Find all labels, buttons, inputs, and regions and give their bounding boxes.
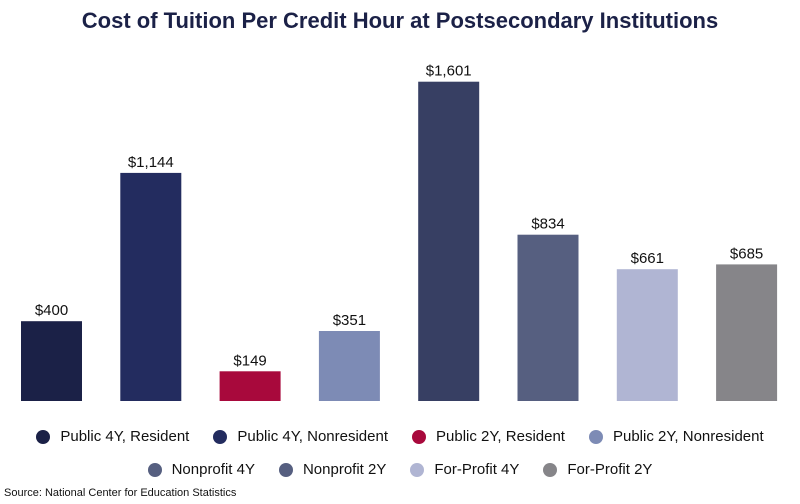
bar [616, 269, 678, 401]
bar [318, 331, 380, 401]
legend-swatch-icon [36, 429, 51, 444]
legend-item: Public 4Y, Nonresident [213, 428, 388, 445]
legend-label: Nonprofit 4Y [171, 461, 255, 478]
legend-swatch-icon [147, 462, 162, 477]
bar [517, 234, 579, 401]
source-note: Source: National Center for Education St… [4, 487, 237, 499]
legend-label: Public 2Y, Nonresident [612, 428, 764, 445]
bar-value-label: $661 [631, 250, 664, 267]
bar-value-label: $149 [233, 352, 266, 369]
legend-swatch-icon [412, 429, 426, 444]
legend-row: Public 4Y, Resident Public 4Y, Nonreside… [0, 428, 800, 445]
chart-title: Cost of Tuition Per Credit Hour at Posts… [81, 8, 719, 33]
legend-item: Public 2Y, Nonresident [588, 428, 764, 445]
legend-item: Public 2Y, Resident [412, 428, 565, 445]
legend-item: Public 4Y, Resident [36, 428, 189, 445]
bar [120, 172, 182, 401]
legend-swatch-icon [278, 462, 293, 477]
bar [219, 371, 281, 401]
bar-value-label: $400 [35, 302, 68, 319]
legend-row: Nonprofit 4Y Nonprofit 2Y For-Profit 4Y … [0, 461, 800, 478]
legend-swatch-icon [213, 429, 228, 444]
legend-item: Nonprofit 4Y [147, 461, 255, 478]
legend-swatch-icon [543, 462, 558, 477]
legend-item: For-Profit 2Y [543, 461, 652, 478]
legend-label: Nonprofit 2Y [302, 461, 387, 478]
bar [418, 81, 480, 401]
legend-label: Public 2Y, Resident [436, 428, 565, 445]
bar-value-label: $685 [730, 245, 763, 262]
bar-value-label: $351 [333, 312, 366, 329]
bar-value-label: $1,601 [426, 63, 472, 80]
legend-label: Public 4Y, Nonresident [237, 428, 388, 445]
legend-item: Nonprofit 2Y [278, 461, 387, 478]
bar-value-label: $1,144 [128, 154, 174, 171]
bar [716, 264, 778, 401]
bar-value-label: $834 [531, 216, 564, 233]
legend-label: For-Profit 4Y [434, 461, 520, 478]
legend-label: Public 4Y, Resident [60, 428, 190, 445]
legend-swatch-icon [588, 429, 603, 444]
legend-label: For-Profit 2Y [567, 461, 653, 478]
legend-item: For-Profit 4Y [410, 461, 519, 478]
legend-swatch-icon [410, 462, 425, 477]
bar [21, 321, 82, 401]
